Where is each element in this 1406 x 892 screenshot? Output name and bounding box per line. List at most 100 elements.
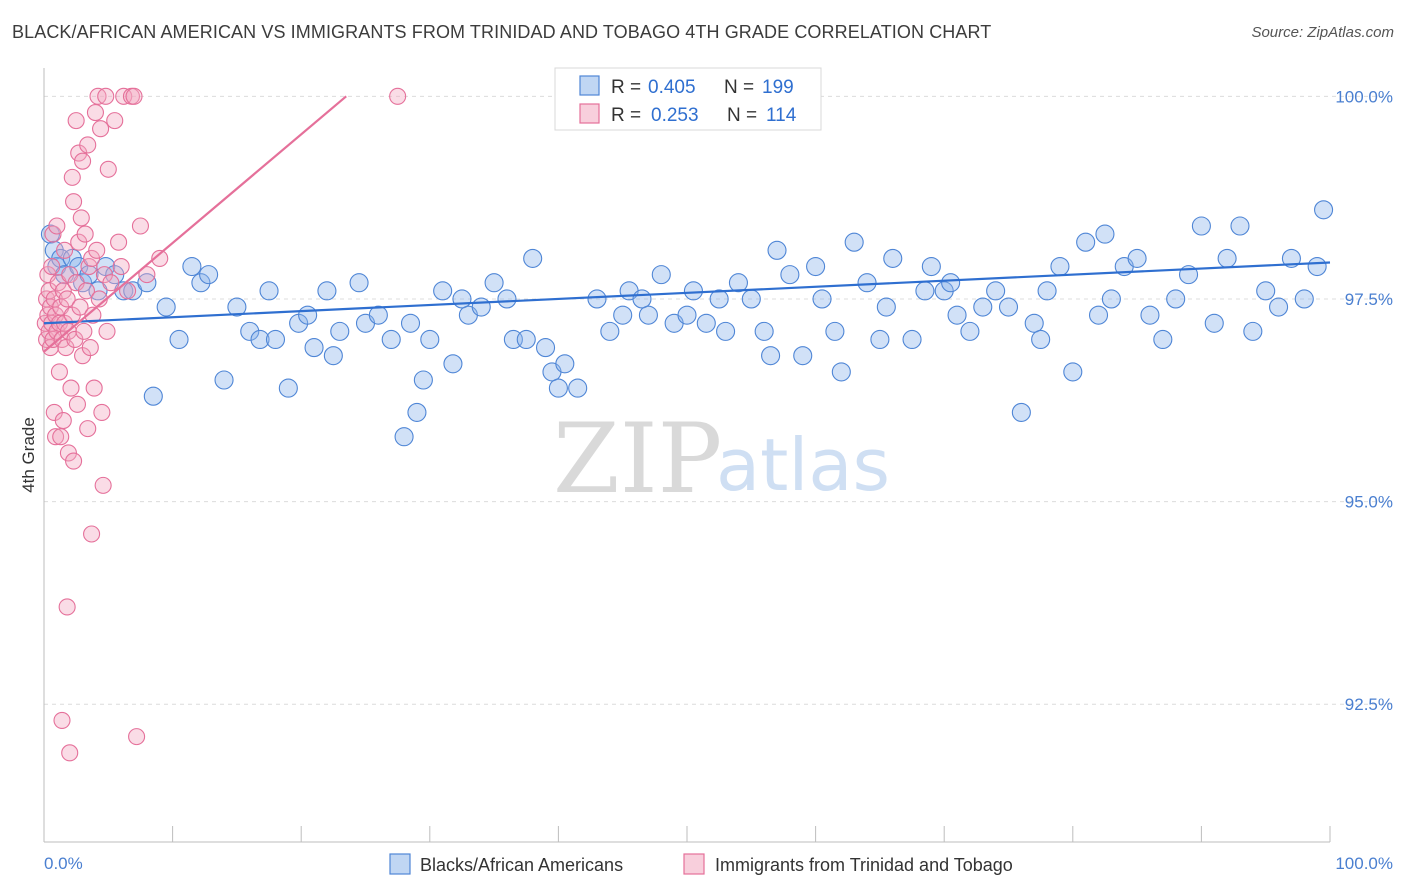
point-immigrants — [83, 525, 101, 543]
point-blacks — [1256, 281, 1276, 301]
point-immigrants — [125, 87, 143, 105]
point-immigrants — [389, 87, 407, 105]
point-immigrants — [92, 120, 110, 138]
point-blacks — [278, 378, 298, 398]
point-blacks — [1127, 248, 1147, 268]
point-blacks — [381, 329, 401, 350]
point-blacks — [1153, 329, 1173, 350]
point-blacks — [741, 289, 761, 309]
point-blacks — [568, 378, 588, 398]
point-blacks — [368, 305, 388, 325]
point-blacks — [1294, 289, 1314, 309]
point-blacks — [394, 427, 414, 447]
point-blacks — [250, 329, 270, 350]
point-blacks — [1314, 200, 1334, 220]
point-blacks — [587, 289, 607, 309]
series-legend: Blacks/African Americans Immigrants from… — [389, 853, 1013, 875]
point-immigrants — [65, 193, 83, 211]
point-blacks — [1024, 313, 1044, 333]
point-blacks — [240, 321, 260, 341]
point-blacks — [754, 321, 774, 341]
point-blacks — [998, 297, 1019, 317]
point-blacks — [1269, 297, 1289, 317]
stats-r-value: 0.253 — [651, 105, 699, 126]
point-immigrants — [56, 241, 74, 259]
point-blacks — [143, 386, 163, 406]
point-immigrants — [72, 209, 90, 227]
trend-line-blacks — [43, 261, 1331, 325]
point-blacks — [973, 297, 993, 317]
point-immigrants — [74, 152, 92, 170]
point-blacks — [825, 321, 845, 341]
point-blacks — [548, 378, 568, 398]
point-immigrants — [50, 363, 68, 381]
point-blacks — [1243, 321, 1263, 341]
point-blacks — [317, 281, 337, 301]
point-blacks — [484, 273, 504, 293]
point-blacks — [613, 305, 633, 325]
point-immigrants — [61, 744, 79, 762]
trend-line-immigrants — [43, 95, 347, 353]
point-blacks — [199, 265, 219, 285]
point-immigrants — [81, 339, 99, 357]
stats-n-label: N = — [724, 77, 754, 98]
point-immigrants — [58, 290, 76, 308]
point-blacks — [902, 329, 922, 350]
stats-r-value: 0.405 — [648, 77, 696, 98]
point-immigrants — [93, 403, 111, 421]
point-blacks — [1191, 216, 1211, 236]
point-blacks — [156, 297, 176, 317]
point-immigrants — [53, 711, 71, 729]
point-immigrants — [44, 330, 62, 349]
point-blacks — [921, 256, 941, 277]
point-blacks — [1230, 216, 1250, 236]
point-blacks — [632, 289, 652, 309]
point-blacks — [780, 265, 800, 285]
point-immigrants — [88, 241, 106, 259]
point-immigrants — [106, 112, 124, 130]
point-immigrants — [52, 428, 70, 446]
point-blacks — [1166, 289, 1186, 309]
axes — [43, 68, 1331, 843]
point-immigrants — [128, 728, 146, 746]
point-immigrants — [94, 476, 112, 494]
point-blacks — [227, 297, 247, 317]
chart-title: BLACK/AFRICAN AMERICAN VS IMMIGRANTS FRO… — [12, 22, 992, 42]
point-immigrants — [79, 420, 97, 438]
point-blacks — [497, 289, 517, 309]
point-immigrants — [76, 225, 94, 243]
point-immigrants — [47, 428, 65, 446]
point-immigrants — [48, 217, 66, 235]
point-immigrants — [138, 266, 156, 284]
point-blacks — [761, 346, 781, 366]
point-blacks — [1204, 313, 1224, 333]
stats-r-label: R = — [611, 105, 641, 126]
point-immigrants — [54, 411, 72, 430]
stats-n-label: N = — [727, 105, 757, 126]
y-tick-label: 100.0% — [1335, 87, 1393, 106]
point-immigrants — [71, 298, 89, 316]
x-tick-labels: 0.0% 100.0% — [44, 854, 1393, 873]
point-blacks — [330, 321, 350, 341]
point-blacks — [1140, 305, 1160, 325]
point-blacks — [1063, 362, 1083, 382]
legend-label-immigrants: Immigrants from Trinidad and Tobago — [715, 855, 1013, 875]
legend-swatch-immigrants — [683, 853, 705, 875]
point-blacks — [941, 273, 961, 293]
point-blacks — [1307, 256, 1327, 277]
point-immigrants — [43, 257, 61, 276]
point-immigrants — [131, 217, 149, 235]
point-immigrants — [75, 322, 93, 340]
point-blacks — [709, 289, 729, 309]
stats-swatch-immigrants — [579, 103, 600, 124]
y-tick-label: 95.0% — [1345, 493, 1393, 512]
point-immigrants — [110, 233, 128, 251]
point-blacks — [349, 273, 369, 293]
point-blacks — [1050, 256, 1070, 277]
y-tick-label: 92.5% — [1345, 695, 1393, 714]
point-blacks — [812, 289, 832, 309]
point-blacks — [844, 232, 864, 252]
point-blacks — [1037, 281, 1057, 301]
point-blacks — [182, 256, 202, 277]
